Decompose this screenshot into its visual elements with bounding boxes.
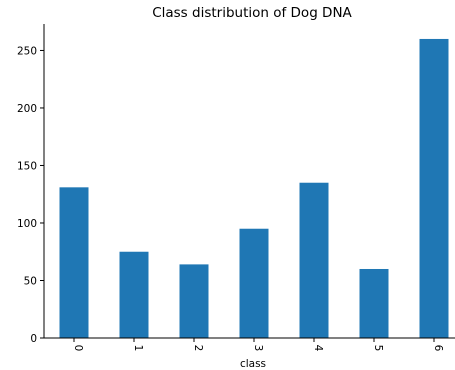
- bar-class-2: [179, 264, 209, 338]
- x-tick-label: 0: [72, 345, 84, 352]
- x-tick-label: 2: [192, 345, 204, 352]
- x-tick-label: 3: [252, 345, 264, 352]
- x-axis-label: class: [240, 358, 266, 370]
- x-tick-label: 6: [432, 345, 444, 352]
- bar-class-3: [239, 228, 269, 338]
- y-tick-label: 200: [17, 103, 37, 115]
- bar-class-1: [119, 251, 149, 338]
- x-axis-ticks: 0 1 2 3 4 5 6: [72, 338, 444, 352]
- y-tick-label: 100: [17, 218, 37, 230]
- y-tick-label: 250: [17, 45, 37, 57]
- x-tick-label: 4: [312, 345, 324, 352]
- chart-title: Class distribution of Dog DNA: [152, 5, 352, 21]
- bars-group: [59, 38, 449, 338]
- x-tick-label: 5: [372, 345, 384, 352]
- y-tick-label: 150: [17, 160, 37, 172]
- bar-class-6: [419, 38, 449, 338]
- y-tick-label: 0: [30, 333, 37, 345]
- x-tick-label: 1: [132, 345, 144, 352]
- bar-class-4: [299, 182, 329, 338]
- bar-class-0: [59, 187, 89, 338]
- bar-class-5: [359, 268, 389, 338]
- y-axis-ticks: 0 50 100 150 200 250: [17, 45, 44, 345]
- y-tick-label: 50: [24, 275, 37, 287]
